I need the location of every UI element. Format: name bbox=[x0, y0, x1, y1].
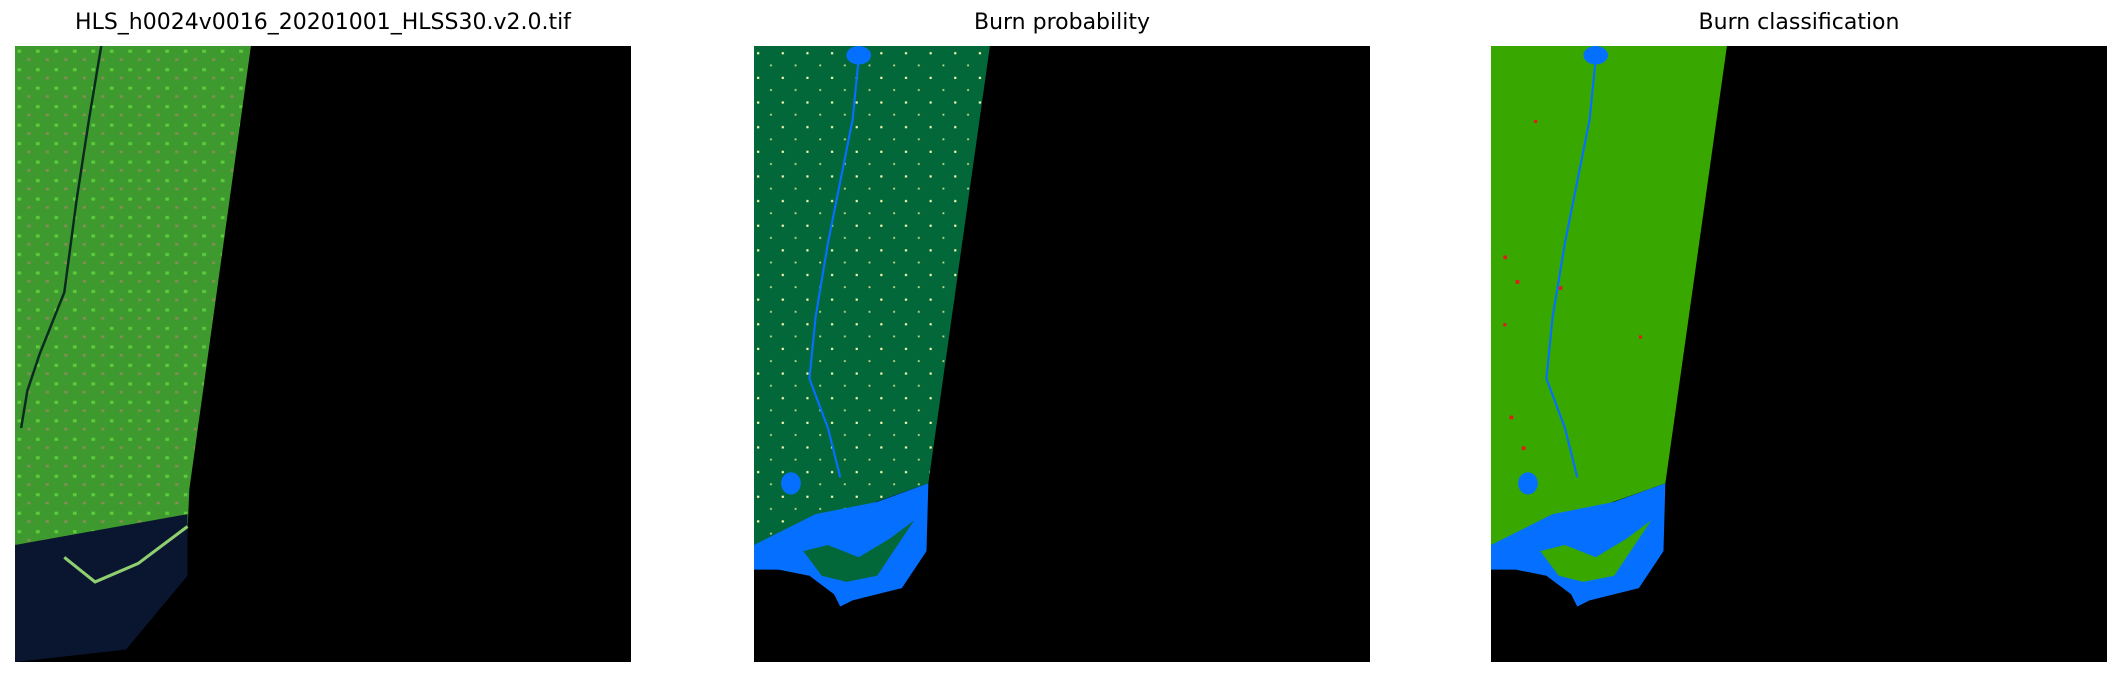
probability-lagoon-land bbox=[803, 520, 915, 582]
probability-river bbox=[808, 58, 860, 478]
panel-title-rgb: HLS_h0024v0016_20201001_HLSS30.v2.0.tif bbox=[75, 10, 571, 35]
classification-top-lake bbox=[1583, 46, 1609, 65]
panel-title-burn-classification: Burn classification bbox=[1698, 10, 1900, 35]
probability-land bbox=[754, 46, 990, 545]
panel-title-burn-probability: Burn probability bbox=[973, 10, 1150, 35]
rgb-land bbox=[15, 46, 251, 545]
probability-top-lake bbox=[846, 46, 872, 65]
burn-marks bbox=[1503, 119, 1642, 451]
rgb-image-panel bbox=[15, 46, 631, 662]
classification-lake bbox=[1518, 472, 1538, 495]
burn-probability-panel bbox=[754, 46, 1370, 662]
burn-classification-panel bbox=[1491, 46, 2107, 662]
classification-water bbox=[1491, 483, 1666, 607]
rgb-coastline bbox=[63, 525, 189, 584]
probability-lake bbox=[781, 472, 801, 495]
burn-probability-map bbox=[754, 46, 990, 607]
classification-lagoon-land bbox=[1540, 520, 1652, 582]
burn-classification-map bbox=[1491, 46, 1727, 607]
rgb-river bbox=[19, 46, 103, 429]
probability-water bbox=[754, 483, 929, 607]
rgb-image bbox=[15, 46, 251, 662]
rgb-sea bbox=[15, 514, 188, 662]
classification-river bbox=[1545, 58, 1597, 478]
classification-land bbox=[1491, 46, 1727, 545]
